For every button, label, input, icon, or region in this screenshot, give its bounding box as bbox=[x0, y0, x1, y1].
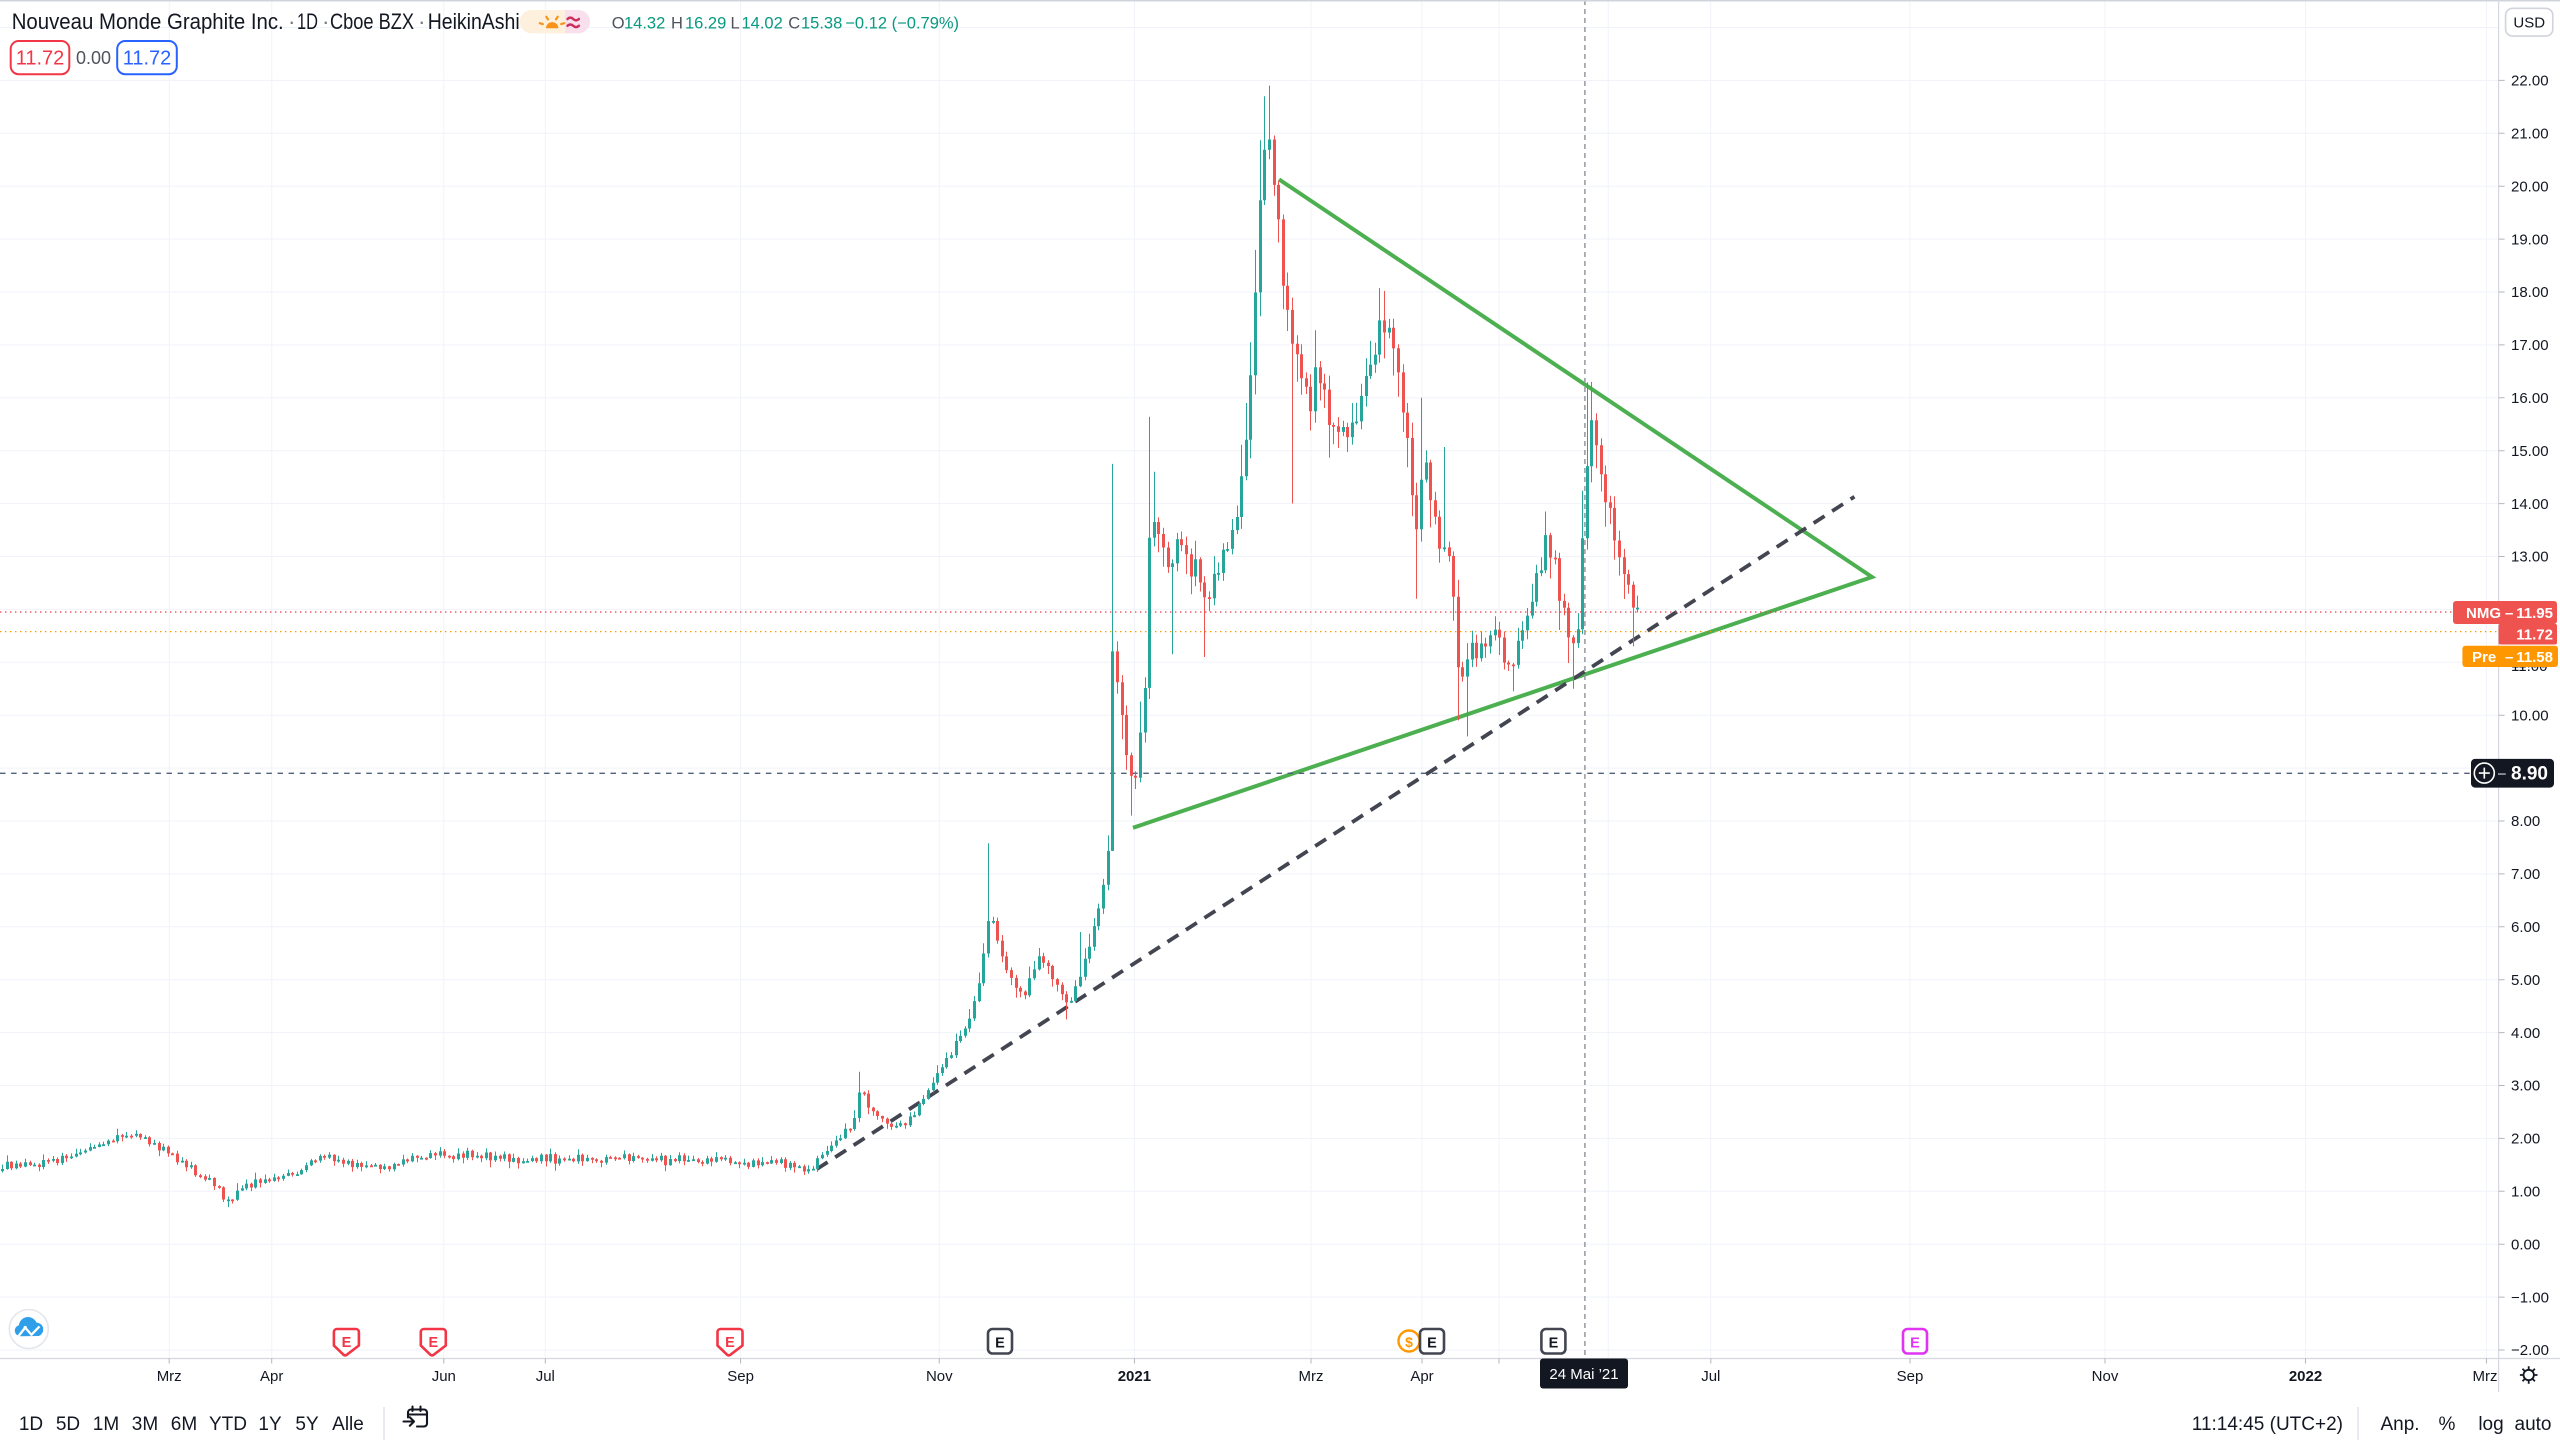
svg-text:17.00: 17.00 bbox=[2511, 337, 2549, 354]
svg-text:Jul: Jul bbox=[1701, 1368, 1720, 1385]
svg-text:$: $ bbox=[1405, 1334, 1413, 1350]
svg-text:log: log bbox=[2478, 1414, 2503, 1435]
svg-text:E: E bbox=[995, 1336, 1005, 1352]
svg-text:0.00: 0.00 bbox=[76, 48, 111, 68]
svg-text:USD: USD bbox=[2513, 15, 2545, 32]
svg-text:O: O bbox=[612, 15, 625, 33]
svg-text:1.00: 1.00 bbox=[2511, 1184, 2540, 1201]
svg-text:14.32: 14.32 bbox=[624, 15, 665, 33]
svg-text:8.00: 8.00 bbox=[2511, 813, 2540, 830]
svg-text:11:14:45 (UTC+2): 11:14:45 (UTC+2) bbox=[2192, 1414, 2343, 1435]
svg-text:Anp.: Anp. bbox=[2380, 1414, 2419, 1435]
svg-text:Mrz: Mrz bbox=[2473, 1368, 2498, 1385]
svg-text:C: C bbox=[788, 15, 800, 33]
svg-text:14.02: 14.02 bbox=[742, 15, 783, 33]
svg-text:Mrz: Mrz bbox=[1299, 1368, 1324, 1385]
svg-text:Nov: Nov bbox=[2092, 1368, 2119, 1385]
svg-text:E: E bbox=[428, 1335, 438, 1351]
svg-text:6M: 6M bbox=[171, 1414, 197, 1435]
svg-text:E: E bbox=[342, 1335, 352, 1351]
svg-text:%: % bbox=[2439, 1414, 2456, 1435]
svg-text:11.95: 11.95 bbox=[2516, 605, 2553, 622]
svg-text:2.00: 2.00 bbox=[2511, 1131, 2540, 1148]
svg-text:NMG: NMG bbox=[2466, 605, 2501, 622]
svg-text:·: · bbox=[322, 9, 330, 34]
svg-text:4.00: 4.00 bbox=[2511, 1025, 2540, 1042]
svg-text:21.00: 21.00 bbox=[2511, 126, 2549, 143]
svg-text:1D: 1D bbox=[19, 1414, 43, 1435]
svg-text:Nov: Nov bbox=[926, 1368, 953, 1385]
svg-text:E: E bbox=[1549, 1336, 1559, 1352]
svg-text:Jul: Jul bbox=[536, 1368, 555, 1385]
svg-text:–: – bbox=[2498, 765, 2506, 781]
svg-text:–: – bbox=[2505, 649, 2513, 666]
svg-text:Sep: Sep bbox=[1897, 1368, 1924, 1385]
svg-text:L: L bbox=[731, 15, 740, 33]
svg-text:20.00: 20.00 bbox=[2511, 178, 2549, 195]
svg-text:E: E bbox=[1910, 1336, 1920, 1352]
svg-text:E: E bbox=[1427, 1336, 1437, 1352]
svg-text:14.00: 14.00 bbox=[2511, 496, 2549, 513]
svg-text:−2.00: −2.00 bbox=[2511, 1342, 2549, 1359]
svg-text:6.00: 6.00 bbox=[2511, 919, 2540, 936]
svg-text:·: · bbox=[418, 9, 426, 34]
svg-text:3M: 3M bbox=[132, 1414, 158, 1435]
svg-text:2022: 2022 bbox=[2289, 1368, 2322, 1385]
svg-text:Mrz: Mrz bbox=[157, 1368, 182, 1385]
svg-text:8.90: 8.90 bbox=[2511, 764, 2548, 785]
svg-text:–: – bbox=[2505, 605, 2513, 622]
svg-text:3.00: 3.00 bbox=[2511, 1078, 2540, 1095]
svg-text:11.72: 11.72 bbox=[123, 48, 172, 70]
svg-text:11.72: 11.72 bbox=[2516, 627, 2553, 644]
svg-text:0.00: 0.00 bbox=[2511, 1236, 2540, 1253]
svg-text:·: · bbox=[288, 9, 296, 34]
svg-text:HeikinAshi: HeikinAshi bbox=[428, 9, 520, 34]
svg-text:H: H bbox=[671, 15, 683, 33]
svg-text:13.00: 13.00 bbox=[2511, 549, 2549, 566]
svg-text:1M: 1M bbox=[93, 1414, 119, 1435]
svg-text:18.00: 18.00 bbox=[2511, 284, 2549, 301]
svg-text:16.29: 16.29 bbox=[685, 15, 726, 33]
svg-text:1D: 1D bbox=[297, 9, 318, 34]
svg-text:Apr: Apr bbox=[1410, 1368, 1433, 1385]
svg-text:1Y: 1Y bbox=[258, 1414, 282, 1435]
svg-text:Jun: Jun bbox=[432, 1368, 456, 1385]
svg-text:−1.00: −1.00 bbox=[2511, 1289, 2549, 1306]
svg-text:16.00: 16.00 bbox=[2511, 390, 2549, 407]
svg-text:Apr: Apr bbox=[260, 1368, 283, 1385]
svg-text:auto: auto bbox=[2515, 1414, 2552, 1435]
svg-text:24 Mai ’21: 24 Mai ’21 bbox=[1549, 1366, 1618, 1383]
svg-text:2021: 2021 bbox=[1118, 1368, 1151, 1385]
svg-text:19.00: 19.00 bbox=[2511, 231, 2549, 248]
svg-text:5.00: 5.00 bbox=[2511, 972, 2540, 989]
svg-text:Alle: Alle bbox=[332, 1414, 364, 1435]
svg-text:Nouveau Monde Graphite Inc.: Nouveau Monde Graphite Inc. bbox=[12, 9, 284, 34]
svg-text:15.00: 15.00 bbox=[2511, 443, 2549, 460]
svg-text:11.58: 11.58 bbox=[2516, 649, 2553, 666]
svg-text:−0.12 (−0.79%): −0.12 (−0.79%) bbox=[845, 15, 959, 33]
svg-text:10.00: 10.00 bbox=[2511, 707, 2549, 724]
svg-text:15.38: 15.38 bbox=[801, 15, 842, 33]
svg-text:Cboe BZX: Cboe BZX bbox=[330, 9, 414, 34]
svg-text:5D: 5D bbox=[56, 1414, 80, 1435]
svg-text:7.00: 7.00 bbox=[2511, 866, 2540, 883]
svg-text:5Y: 5Y bbox=[295, 1414, 319, 1435]
svg-text:22.00: 22.00 bbox=[2511, 73, 2549, 90]
svg-text:Sep: Sep bbox=[727, 1368, 754, 1385]
svg-text:YTD: YTD bbox=[209, 1414, 247, 1435]
svg-text:Pre: Pre bbox=[2472, 649, 2496, 666]
svg-text:11.72: 11.72 bbox=[16, 48, 65, 70]
svg-text:E: E bbox=[725, 1335, 735, 1351]
